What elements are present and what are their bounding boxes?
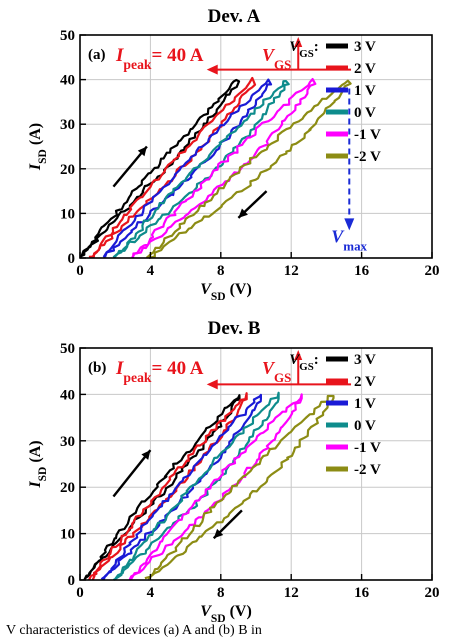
legend: VGS: 3 V 2 V 1 V 0 V -1 V -2 V	[289, 39, 381, 165]
legend-label: 2 V	[354, 374, 376, 390]
x-tick-label: 12	[284, 263, 299, 279]
legend-label: 1 V	[354, 83, 376, 99]
x-tick-label: 8	[217, 585, 225, 601]
y-tick-label: 20	[60, 162, 75, 178]
legend-label: 3 V	[354, 39, 376, 55]
panel-label: (a)	[88, 47, 106, 63]
chart-panel-a: Dev. A 0 4 8 12 16 20 0 10 20 30 40 50 VSD (V) ISD (A)…	[27, 6, 440, 303]
series-line-neg2V	[145, 79, 352, 260]
up-direction-arrow-head	[137, 146, 147, 157]
x-axis-label: VSD (V)	[200, 281, 252, 303]
legend-label: -1 V	[354, 127, 381, 143]
series-line-neg1V	[131, 78, 317, 259]
chart-title: Dev. A	[208, 6, 261, 27]
y-axis-label: ISD (A)	[27, 123, 49, 171]
series-line-1V	[100, 393, 262, 581]
series-line-0V	[112, 391, 280, 581]
x-tick-label: 20	[425, 585, 440, 601]
y-tick-label: 0	[68, 251, 76, 267]
legend-title: VGS:	[289, 352, 318, 373]
x-tick-label: 4	[147, 585, 155, 601]
vmax-arrow-head	[344, 218, 355, 231]
y-axis-label: ISD (A)	[27, 440, 49, 488]
y-tick-label: 40	[60, 387, 75, 403]
x-tick-label: 16	[354, 263, 370, 279]
up-direction-arrow-head	[141, 450, 151, 460]
series-group	[83, 391, 335, 581]
series-line-neg1V	[128, 393, 303, 581]
legend-label: -2 V	[354, 462, 381, 478]
vgs-annotation: VGS	[262, 358, 291, 385]
y-tick-label: 20	[60, 480, 75, 496]
x-tick-label: 4	[147, 263, 155, 279]
legend-label: -1 V	[354, 440, 381, 456]
x-tick-label: 16	[354, 585, 370, 601]
series-line-2V	[88, 76, 257, 259]
y-tick-label: 40	[60, 73, 75, 89]
down-direction-arrow-head	[213, 528, 224, 539]
y-tick-label: 50	[60, 341, 75, 357]
y-tick-label: 30	[60, 117, 75, 133]
y-tick-label: 30	[60, 434, 75, 450]
legend-label: 0 V	[354, 105, 376, 121]
series-line-0V	[112, 80, 290, 259]
legend-label: -2 V	[354, 149, 381, 165]
x-tick-label: 8	[217, 263, 225, 279]
legend-label: 1 V	[354, 396, 376, 412]
legend-label: 3 V	[354, 352, 376, 368]
x-axis-label: VSD (V)	[200, 603, 252, 625]
vmax-annotation: Vmax	[331, 226, 367, 253]
series-line-neg2V	[144, 394, 335, 580]
ipeak-arrow-head	[206, 379, 218, 390]
vgs-annotation: VGS	[262, 45, 291, 72]
vgs-arrow-head	[294, 350, 303, 360]
legend-label: 2 V	[354, 61, 376, 77]
up-direction-arrow-line	[112, 449, 152, 498]
legend-title: VGS:	[289, 39, 318, 60]
y-tick-label: 0	[68, 573, 76, 589]
ipeak-annotation: Ipeak= 40 A	[115, 358, 204, 385]
series-group	[79, 76, 352, 260]
figure-caption: V characteristics of devices (a) A and (…	[6, 623, 262, 638]
x-tick-label: 0	[76, 263, 84, 279]
x-tick-label: 12	[284, 585, 299, 601]
ipeak-annotation: Ipeak= 40 A	[115, 45, 204, 72]
y-tick-label: 50	[60, 28, 75, 44]
plot-frame	[79, 34, 433, 259]
plot-frame	[79, 347, 433, 581]
vgs-arrow-head	[294, 37, 303, 47]
legend-label: 0 V	[354, 418, 376, 434]
y-tick-label: 10	[60, 206, 75, 222]
down-direction-arrow-head	[238, 208, 248, 218]
x-tick-label: 0	[76, 585, 84, 601]
panel-label: (b)	[88, 360, 106, 376]
legend: VGS: 3 V 2 V 1 V 0 V -1 V -2 V	[289, 352, 381, 478]
ipeak-arrow-head	[206, 64, 218, 75]
chart-panel-b: Dev. B 0 4 8 12 16 20 0 10 20 30 40 50 VSD (V) ISD (A)…	[27, 318, 440, 625]
x-tick-label: 20	[425, 263, 440, 279]
chart-title: Dev. B	[208, 318, 261, 339]
y-tick-label: 10	[60, 527, 75, 543]
